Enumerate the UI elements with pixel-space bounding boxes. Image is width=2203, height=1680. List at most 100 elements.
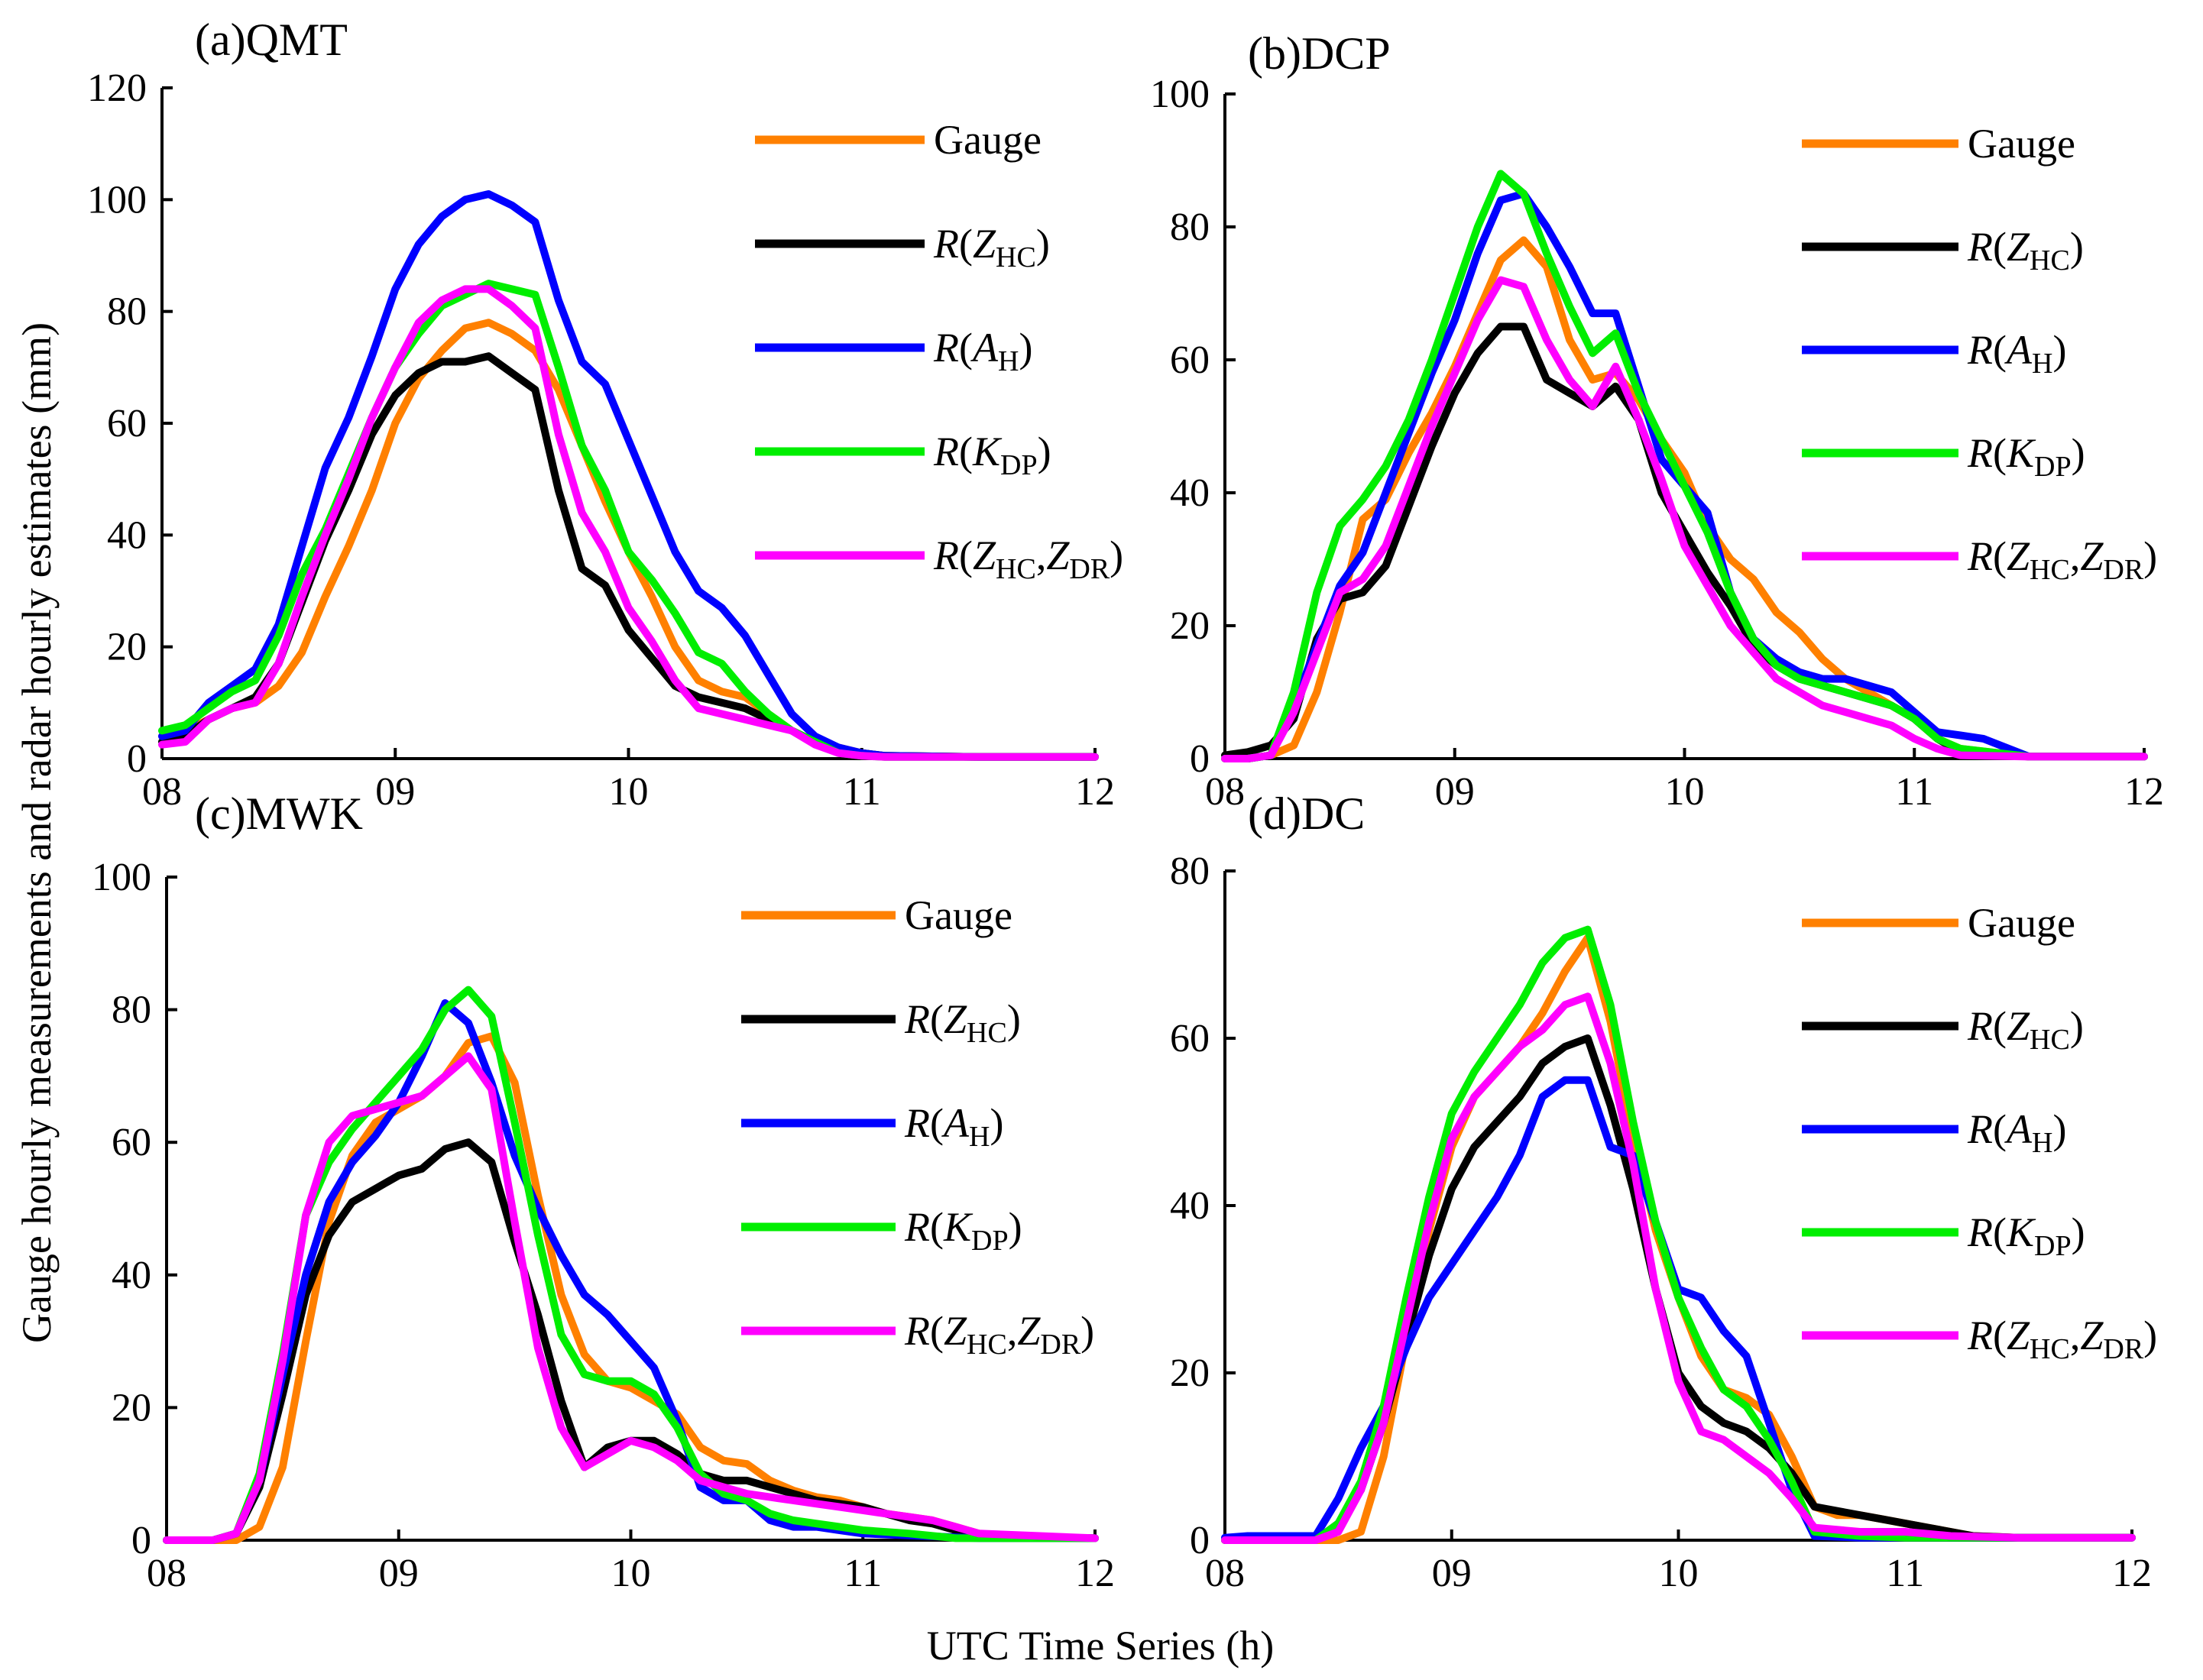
legend-item: R(ZHC​) [741,996,1021,1049]
x-tick-label: 11 [843,770,881,814]
x-tick-label: 09 [1432,1552,1472,1595]
legend-label: R(ZHC​) [904,996,1021,1049]
legend-item: R(AH​) [1802,1106,2066,1159]
y-tick-label: 40 [1170,1184,1210,1228]
figure-y-axis-label: Gauge hourly measurements and radar hour… [14,322,60,1343]
y-tick-label: 0 [131,1519,151,1562]
x-tick-label: 12 [1075,770,1115,814]
legend-item: R(ZHC​,ZDR​) [741,1308,1094,1361]
x-tick-label: 10 [611,1552,651,1595]
y-tick-label: 80 [107,290,147,334]
x-tick-label: 08 [142,770,182,814]
x-tick-label: 09 [379,1552,419,1595]
legend-item: Gauge [1802,900,2075,946]
series-line-r-kdp [1221,170,2148,762]
x-tick-label: 11 [1895,770,1933,814]
legend-label: R(KDP​) [1967,430,2085,483]
panel-title: (d)DC [1248,788,1365,839]
legend-label: Gauge [905,892,1012,938]
legend-label: R(KDP​) [933,429,1051,481]
legend-item: R(ZHC​,ZDR​) [755,532,1123,585]
legend-label: R(ZHC​,ZDR​) [904,1308,1094,1361]
x-tick-label: 12 [1075,1552,1115,1595]
legend-item: R(AH​) [741,1100,1003,1153]
panel-title: (c)MWK [195,788,363,839]
y-tick-label: 0 [1190,737,1210,781]
x-tick-label: 10 [1665,770,1705,814]
y-tick-label: 80 [1170,850,1210,893]
y-tick-label: 20 [1170,1351,1210,1395]
y-tick-label: 0 [1190,1519,1210,1562]
y-tick-label: 40 [107,513,147,557]
legend-item: R(AH​) [1802,327,2066,380]
panel-a-qmt: (a)QMT 0 20 40 60 80 100 120 08 09 10 11 12 Gauge R(ZH… [87,15,1123,814]
legend-label: R(AH​) [933,325,1032,377]
x-tick-label: 09 [1435,770,1475,814]
legend-label: Gauge [934,117,1042,163]
figure-x-axis-label: UTC Time Series (h) [927,1623,1275,1669]
y-tick-label: 0 [127,737,147,781]
x-tick-label: 08 [1205,770,1245,814]
x-tick-label: 10 [609,770,649,814]
y-tick-label: 40 [112,1254,151,1297]
series-line-r-kdp [1221,925,2136,1544]
series-line-r-zhc-zdr [158,285,1099,761]
legend-item: R(KDP​) [1802,430,2085,483]
legend-label: R(KDP​) [1967,1209,2085,1262]
panel-d-dc: (d)DC 0 20 40 60 80 08 09 10 11 12 Gauge R(ZHC​) R(AH… [1170,788,2157,1595]
legend-label: R(AH​) [904,1100,1003,1153]
panel-b-dcp: (b)DCP 0 20 40 60 80 100 08 09 10 11 12 Gauge R(ZHC​)… [1150,28,2164,814]
panel-title: (a)QMT [195,15,348,65]
y-tick-label: 60 [112,1121,151,1164]
y-tick-label: 100 [87,178,147,222]
x-tick-label: 12 [2112,1552,2152,1595]
legend-item: R(ZHC​) [755,221,1050,274]
x-tick-label: 11 [844,1552,882,1595]
legend-label: R(ZHC​) [1967,224,2084,277]
legend-label: R(ZHC​,ZDR​) [1967,1313,2157,1365]
y-tick-label: 80 [1170,206,1210,249]
legend-item: R(KDP​) [1802,1209,2085,1262]
legend-label: R(ZHC​,ZDR​) [933,532,1123,585]
legend-item: R(ZHC​,ZDR​) [1802,533,2157,586]
legend-item: R(KDP​) [755,429,1051,481]
legend-item: R(KDP​) [741,1204,1022,1257]
series-line-r-zhc-zdr [1221,276,2148,762]
series-line-r-zhc-zdr [1221,992,2136,1544]
y-tick-label: 20 [112,1386,151,1429]
legend-label: R(AH​) [1967,327,2066,380]
legend-label: R(KDP​) [904,1204,1022,1257]
legend-label: R(ZHC​) [933,221,1050,274]
series-line-r-ah [1221,189,2148,762]
y-tick-label: 20 [107,626,147,669]
legend-item: R(ZHC​) [1802,224,2084,277]
legend-item: R(AH​) [755,325,1032,377]
legend-item: Gauge [755,117,1042,163]
legend-item: R(ZHC​) [1802,1003,2084,1056]
series-line-r-ah [163,999,1099,1544]
y-tick-label: 80 [112,989,151,1032]
legend-item: Gauge [1802,121,2075,167]
legend-label: R(ZHC​) [1967,1003,2084,1056]
legend-label: Gauge [1968,121,2075,167]
legend-item: R(ZHC​,ZDR​) [1802,1313,2157,1365]
x-tick-label: 09 [375,770,415,814]
y-tick-label: 120 [87,66,147,110]
y-tick-label: 60 [1170,1017,1210,1060]
y-tick-label: 100 [1150,73,1210,116]
x-tick-label: 08 [147,1552,186,1595]
legend-item: Gauge [741,892,1012,938]
panel-title: (b)DCP [1248,28,1391,79]
series-line-r-zhc-zdr [163,1052,1099,1544]
series-line-r-ah [158,190,1099,761]
y-tick-label: 60 [1170,338,1210,382]
y-tick-label: 100 [92,856,151,899]
panel-c-mwk: (c)MWK 0 20 40 60 80 100 08 09 10 11 12 Gauge R(ZHC​)… [92,788,1115,1595]
y-tick-label: 60 [107,402,147,445]
legend-label: Gauge [1968,900,2075,946]
legend-label: R(ZHC​,ZDR​) [1967,533,2157,586]
x-tick-label: 12 [2124,770,2164,814]
y-tick-label: 20 [1170,604,1210,648]
